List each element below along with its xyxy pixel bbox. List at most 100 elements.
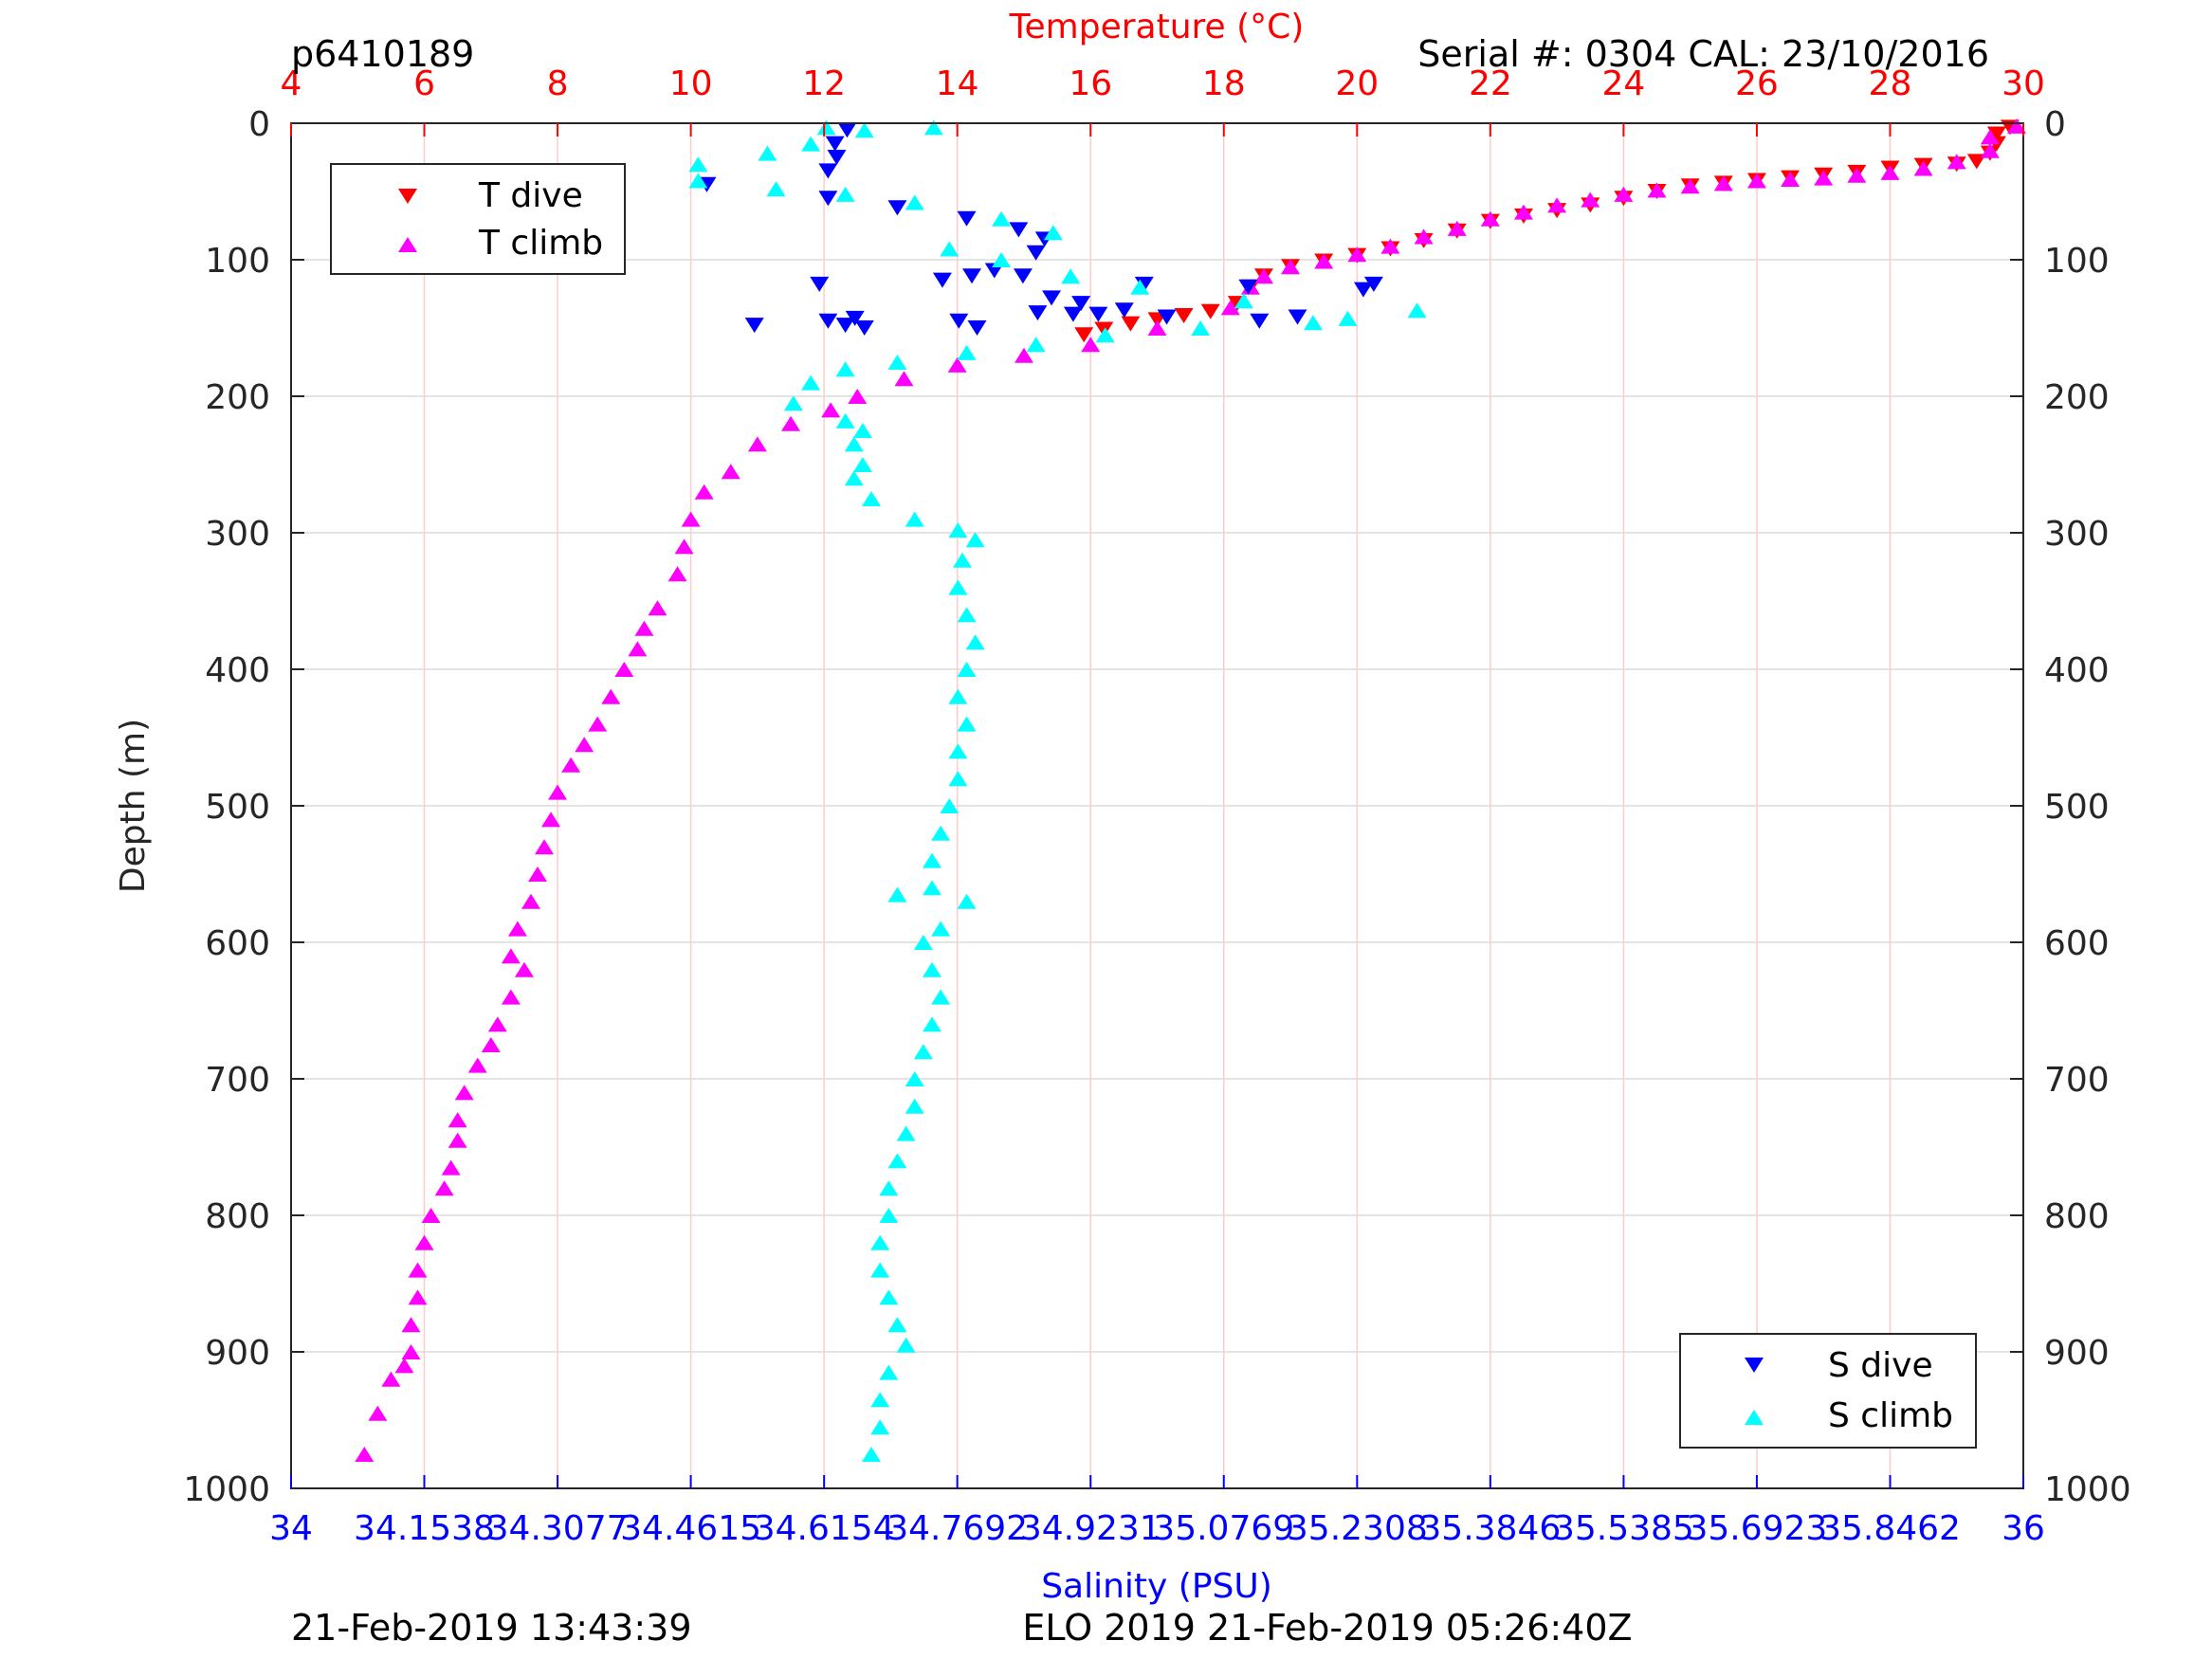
data-point (441, 1159, 461, 1176)
y-tick-label-right: 100 (2044, 242, 2110, 281)
data-point (1746, 173, 1766, 189)
data-point (905, 1098, 924, 1114)
data-point (1130, 279, 1150, 295)
data-point (848, 389, 868, 404)
data-point (681, 511, 701, 527)
data-point (940, 798, 960, 813)
data-point (1913, 160, 1933, 176)
data-point (835, 361, 855, 377)
data-point (648, 600, 667, 616)
y-tick-label-left: 1000 (183, 1470, 270, 1509)
data-point (628, 641, 648, 657)
data-point (816, 119, 836, 136)
bottom-tick-label: 34.9231 (1020, 1509, 1161, 1548)
y-tick-label-right: 600 (2044, 924, 2110, 963)
bottom-tick-label: 34.7692 (887, 1509, 1028, 1548)
data-point (1407, 302, 1427, 319)
data-point (694, 483, 714, 500)
bottom-tick-label: 35.8462 (1819, 1509, 1961, 1548)
y-tick-label-right: 0 (2044, 105, 2066, 144)
data-point (1238, 279, 1258, 295)
data-point (1191, 320, 1211, 336)
data-point (368, 1405, 388, 1421)
data-point (381, 1371, 401, 1387)
top-tick-label: 28 (1869, 64, 1912, 103)
data-point (923, 119, 943, 136)
top-tick-label: 20 (1335, 64, 1379, 103)
data-point (1200, 303, 1220, 319)
data-point (913, 1044, 933, 1060)
data-point (879, 1289, 899, 1305)
data-point (1380, 238, 1400, 254)
data-point (965, 532, 985, 548)
data-point (905, 511, 924, 527)
data-point (932, 272, 952, 288)
top-tick-label: 16 (1069, 64, 1112, 103)
data-point (688, 156, 708, 173)
data-point (1880, 164, 1900, 180)
data-point (818, 191, 838, 207)
data-point (394, 1358, 414, 1374)
y-tick-label-right: 500 (2044, 788, 2110, 827)
data-point (801, 136, 821, 152)
data-point (1088, 306, 1108, 322)
y-tick-label-right: 800 (2044, 1197, 2110, 1236)
top-tick-label: 22 (1469, 64, 1512, 103)
data-point (1314, 253, 1334, 269)
y-tick-label-left: 400 (205, 651, 270, 690)
y-tick-label-right: 300 (2044, 515, 2110, 554)
data-point (825, 136, 845, 152)
top-tick-label: 18 (1202, 64, 1246, 103)
data-point (1253, 268, 1273, 284)
top-tick-label: 12 (802, 64, 846, 103)
top-tick-label: 6 (413, 64, 435, 103)
data-point (401, 1344, 421, 1359)
data-point (1014, 347, 1033, 363)
data-point (507, 921, 527, 937)
data-point (1614, 186, 1634, 202)
data-point (1071, 296, 1091, 312)
y-tick-label-right: 200 (2044, 378, 2110, 417)
data-point (879, 1180, 899, 1196)
data-point (561, 757, 581, 773)
data-point (913, 935, 933, 950)
data-point (922, 852, 941, 868)
data-point (1174, 308, 1194, 324)
header-right: Serial #: 0304 CAL: 23/10/2016 (1417, 33, 1989, 75)
top-tick-label: 30 (2002, 64, 2045, 103)
data-point (854, 320, 874, 336)
data-point (1094, 321, 1114, 337)
legend-marker-t-dive (398, 189, 417, 204)
data-point (1447, 220, 1467, 236)
data-point (887, 1317, 907, 1333)
data-point (948, 771, 968, 787)
data-point (835, 412, 855, 428)
data-point (957, 893, 977, 909)
data-point (922, 880, 941, 896)
top-tick-label: 14 (936, 64, 979, 103)
data-point (1680, 178, 1700, 194)
data-point (862, 491, 882, 506)
data-point (957, 716, 977, 732)
bottom-axis-title: Salinity (PSU) (1041, 1567, 1272, 1606)
y-tick-label-left: 200 (205, 378, 270, 417)
data-point (1980, 142, 2000, 158)
data-point (408, 1289, 428, 1305)
data-point (501, 989, 521, 1005)
y-tick-label-left: 700 (205, 1061, 270, 1100)
data-point (854, 122, 874, 138)
bottom-tick-label: 35.2308 (1287, 1509, 1428, 1548)
data-point (758, 145, 777, 161)
data-point (467, 1057, 487, 1073)
data-point (783, 395, 803, 411)
bottom-tick-label: 35.0769 (1153, 1509, 1294, 1548)
y-tick-label-left: 500 (205, 788, 270, 827)
data-point (548, 784, 568, 800)
top-tick-label: 4 (281, 64, 302, 103)
data-point (992, 252, 1012, 267)
data-point (1081, 337, 1101, 353)
data-point (1114, 302, 1134, 319)
legend-label-t-climb: T climb (478, 224, 603, 263)
data-point (744, 318, 764, 334)
